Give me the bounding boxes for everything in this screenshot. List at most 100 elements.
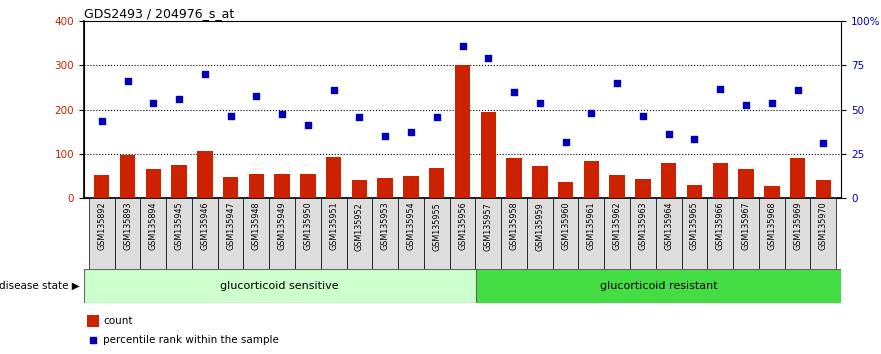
Bar	[274, 174, 290, 198]
Point	[172, 96, 186, 102]
Bar	[707, 198, 733, 269]
Bar	[352, 180, 367, 198]
Text: GSM135959: GSM135959	[536, 202, 544, 251]
Text: GSM135949: GSM135949	[278, 202, 286, 250]
Point	[146, 100, 160, 106]
Bar	[713, 163, 728, 198]
Point	[378, 133, 392, 139]
Bar	[377, 178, 393, 198]
Bar	[661, 163, 677, 198]
Bar	[655, 198, 682, 269]
Text: GSM135954: GSM135954	[406, 202, 416, 250]
Bar	[197, 151, 212, 198]
Bar	[300, 174, 315, 198]
Point	[584, 110, 598, 116]
Point	[197, 72, 211, 77]
Bar	[527, 198, 552, 269]
Text: glucorticoid sensitive: glucorticoid sensitive	[220, 281, 339, 291]
Bar	[507, 159, 522, 198]
Text: GSM135953: GSM135953	[381, 202, 389, 250]
Text: GSM135947: GSM135947	[226, 202, 235, 250]
Point	[430, 114, 444, 120]
Point	[85, 337, 100, 343]
Text: GSM135893: GSM135893	[123, 202, 132, 250]
Bar	[604, 198, 630, 269]
Bar	[764, 186, 780, 198]
Bar	[630, 198, 655, 269]
Point	[687, 137, 701, 142]
Bar	[84, 269, 476, 303]
Bar	[733, 198, 759, 269]
Text: count: count	[103, 316, 133, 326]
Bar	[94, 175, 109, 198]
Point	[611, 80, 625, 86]
Point	[327, 87, 341, 93]
Text: GDS2493 / 204976_s_at: GDS2493 / 204976_s_at	[84, 7, 234, 20]
Text: GSM135945: GSM135945	[174, 202, 183, 250]
Bar	[243, 198, 270, 269]
Point	[817, 140, 831, 146]
Text: GSM135957: GSM135957	[484, 202, 492, 251]
Point	[507, 89, 522, 95]
Bar	[476, 269, 841, 303]
Point	[714, 86, 728, 92]
Text: GSM135967: GSM135967	[742, 202, 751, 250]
Text: GSM135963: GSM135963	[639, 202, 648, 250]
Text: disease state ▶: disease state ▶	[0, 281, 80, 291]
Point	[224, 114, 238, 119]
Bar	[811, 198, 836, 269]
Text: GSM135960: GSM135960	[561, 202, 570, 250]
Bar	[424, 198, 449, 269]
Text: GSM135961: GSM135961	[587, 202, 596, 250]
Point	[636, 114, 650, 119]
Bar	[738, 170, 754, 198]
Text: GSM135950: GSM135950	[303, 202, 313, 250]
Bar	[171, 165, 187, 198]
Text: GSM135955: GSM135955	[433, 202, 441, 251]
Text: GSM135946: GSM135946	[200, 202, 210, 250]
Point	[765, 100, 779, 105]
Text: GSM135952: GSM135952	[355, 202, 364, 251]
Bar	[192, 198, 218, 269]
Bar	[579, 198, 604, 269]
Bar	[120, 155, 136, 198]
Text: GSM135964: GSM135964	[664, 202, 673, 250]
Bar	[115, 198, 140, 269]
Point	[352, 114, 366, 120]
Bar	[295, 198, 321, 269]
Text: GSM135894: GSM135894	[149, 202, 158, 250]
Text: GSM135956: GSM135956	[458, 202, 467, 250]
Text: GSM135948: GSM135948	[252, 202, 261, 250]
Bar	[789, 159, 805, 198]
Point	[403, 129, 418, 135]
Bar	[610, 175, 625, 198]
Bar	[167, 198, 192, 269]
Bar	[89, 198, 115, 269]
Point	[275, 111, 289, 117]
Bar	[759, 198, 785, 269]
Bar	[455, 65, 470, 198]
Bar	[558, 182, 574, 198]
Text: GSM135951: GSM135951	[329, 202, 338, 250]
Bar	[270, 198, 295, 269]
Bar	[321, 198, 346, 269]
Bar	[403, 176, 418, 198]
Bar	[346, 198, 373, 269]
Text: GSM135892: GSM135892	[97, 202, 107, 250]
Bar	[398, 198, 424, 269]
Bar	[480, 112, 496, 198]
Text: GSM135965: GSM135965	[690, 202, 699, 250]
Text: GSM135970: GSM135970	[818, 202, 828, 250]
Bar	[552, 198, 579, 269]
Bar	[145, 170, 161, 198]
Bar	[449, 198, 476, 269]
Bar	[326, 157, 342, 198]
Text: GSM135968: GSM135968	[767, 202, 776, 250]
Bar	[785, 198, 811, 269]
Text: percentile rank within the sample: percentile rank within the sample	[103, 335, 279, 345]
Bar	[686, 185, 702, 198]
Point	[455, 43, 470, 48]
Bar	[140, 198, 167, 269]
Point	[249, 94, 263, 99]
Point	[94, 118, 108, 124]
